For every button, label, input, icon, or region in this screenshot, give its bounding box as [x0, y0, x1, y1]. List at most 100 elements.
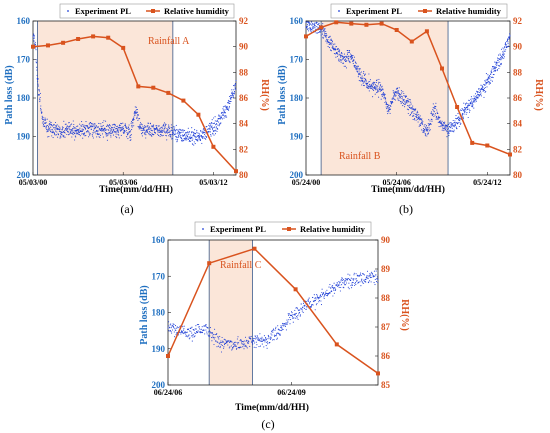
- pl-point: [453, 126, 455, 128]
- pl-point: [509, 34, 511, 36]
- pl-point: [92, 125, 94, 127]
- pl-point: [125, 126, 127, 128]
- pl-point: [357, 275, 359, 277]
- pl-point: [404, 106, 406, 108]
- pl-point: [256, 337, 258, 339]
- pl-point: [185, 333, 187, 335]
- pl-point: [367, 83, 369, 85]
- pl-point: [413, 119, 415, 121]
- pl-point: [369, 273, 371, 275]
- pl-point: [214, 334, 216, 336]
- pl-point: [270, 336, 272, 338]
- pl-point: [187, 136, 189, 138]
- pl-point: [370, 281, 372, 283]
- pl-point: [203, 137, 205, 139]
- pl-point: [379, 86, 381, 88]
- pl-point: [260, 338, 262, 340]
- pl-point: [408, 101, 410, 103]
- pl-point: [171, 332, 173, 334]
- pl-point: [191, 136, 193, 138]
- pl-point: [445, 129, 447, 131]
- pl-point: [360, 71, 363, 73]
- y-left-tick-label: 190: [152, 344, 166, 354]
- pl-point: [280, 326, 282, 328]
- pl-point: [36, 74, 38, 76]
- pl-point: [373, 282, 375, 284]
- pl-point: [413, 113, 415, 115]
- pl-point: [191, 326, 193, 328]
- pl-point: [292, 317, 294, 319]
- pl-point: [190, 327, 192, 329]
- pl-point: [206, 128, 208, 130]
- pl-point: [246, 347, 248, 349]
- pl-point: [222, 108, 224, 110]
- pl-point: [194, 332, 196, 334]
- pl-point: [313, 301, 315, 303]
- pl-point: [40, 107, 42, 109]
- pl-point: [144, 133, 146, 135]
- pl-point: [251, 341, 253, 343]
- pl-point: [170, 134, 172, 136]
- pl-point: [483, 84, 485, 86]
- legend-pl-marker: [338, 10, 340, 12]
- pl-point: [327, 46, 329, 48]
- pl-point: [131, 126, 133, 128]
- pl-point: [341, 277, 343, 279]
- pl-point: [231, 341, 233, 343]
- pl-point: [346, 56, 348, 58]
- ylabel-left: Path loss (dB): [4, 65, 15, 124]
- pl-point: [296, 308, 299, 310]
- pl-point: [120, 134, 122, 136]
- pl-point: [320, 294, 322, 296]
- pl-point: [313, 27, 315, 29]
- pl-point: [404, 101, 406, 103]
- pl-point: [502, 54, 505, 56]
- pl-point: [315, 22, 317, 24]
- ylabel-right: RH(%): [259, 79, 270, 111]
- pl-point: [67, 128, 69, 130]
- pl-point: [219, 346, 221, 348]
- pl-point: [411, 115, 414, 117]
- pl-point: [466, 102, 468, 104]
- pl-point: [151, 130, 153, 132]
- pl-point: [441, 129, 443, 131]
- pl-point: [291, 312, 293, 314]
- pl-point: [40, 109, 42, 111]
- pl-point: [57, 136, 59, 138]
- pl-point: [327, 39, 329, 41]
- pl-point: [191, 127, 193, 129]
- pl-point: [447, 127, 449, 129]
- pl-point: [424, 129, 426, 131]
- pl-point: [400, 90, 402, 92]
- pl-point: [267, 334, 269, 336]
- pl-point: [262, 338, 264, 340]
- pl-point: [64, 136, 66, 138]
- pl-point: [502, 47, 504, 49]
- pl-point: [300, 307, 302, 309]
- pl-point: [415, 108, 417, 110]
- pl-point: [474, 101, 476, 103]
- pl-point: [306, 306, 308, 308]
- pl-point: [361, 278, 363, 280]
- pl-point: [214, 328, 216, 330]
- pl-point: [477, 97, 479, 99]
- pl-point: [377, 281, 379, 284]
- pl-point: [163, 130, 165, 132]
- pl-point: [326, 289, 328, 291]
- pl-point: [309, 27, 312, 29]
- pl-point: [471, 100, 473, 102]
- pl-point: [369, 280, 371, 282]
- pl-point: [335, 56, 337, 58]
- pl-point: [133, 113, 135, 115]
- pl-point: [317, 24, 319, 26]
- pl-point: [204, 333, 206, 335]
- pl-point: [369, 274, 371, 276]
- pl-point: [399, 94, 401, 96]
- pl-point: [405, 102, 407, 104]
- pl-point: [38, 90, 41, 92]
- pl-point: [192, 138, 194, 140]
- pl-point: [141, 135, 143, 137]
- pl-point: [98, 134, 100, 136]
- y-right-tick-label: 82: [513, 144, 523, 154]
- pl-point: [233, 93, 235, 95]
